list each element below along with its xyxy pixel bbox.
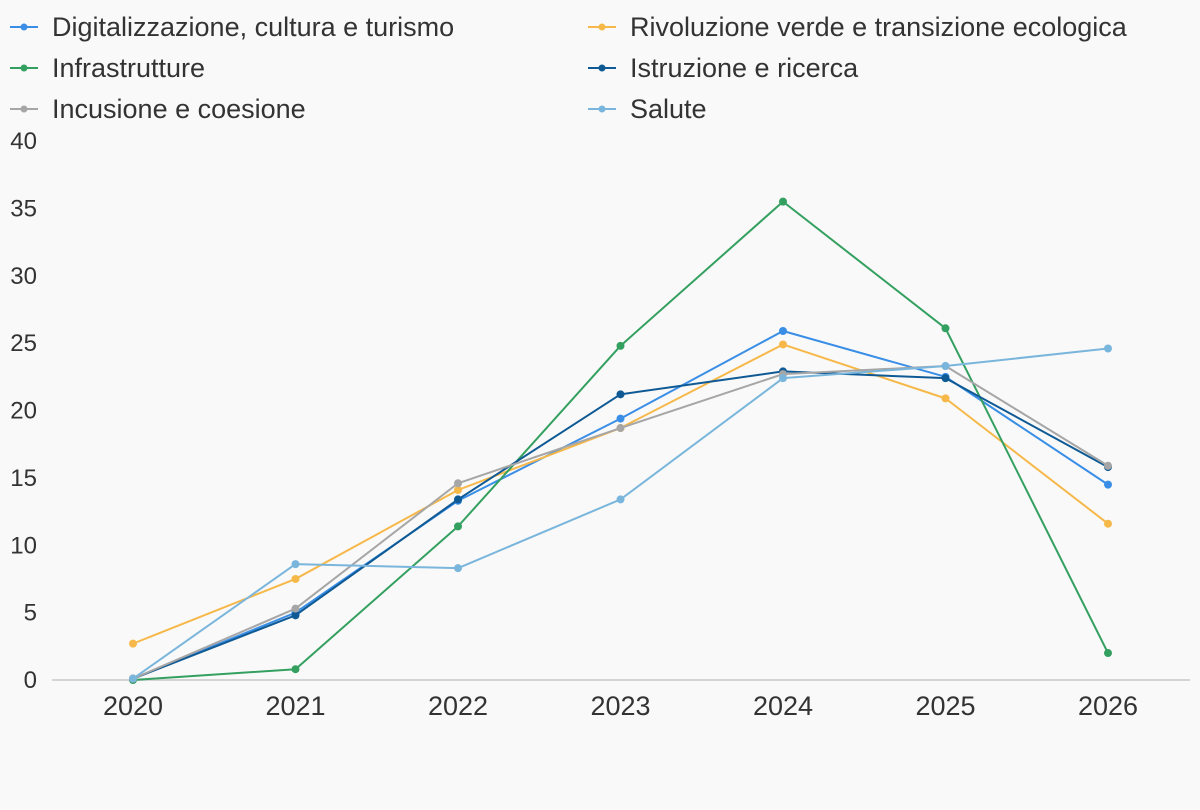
legend-label: Istruzione e ricerca — [630, 53, 859, 83]
x-tick-label: 2021 — [265, 691, 325, 721]
data-point[interactable] — [1104, 649, 1112, 658]
series-digitalizzazione-cultura-e-turismo — [129, 326, 1112, 683]
legend-marker — [20, 23, 28, 31]
data-point[interactable] — [779, 340, 787, 349]
series-infrastrutture — [129, 197, 1112, 684]
x-tick-label: 2025 — [915, 691, 975, 721]
y-tick-label: 40 — [10, 128, 37, 155]
data-point[interactable] — [291, 604, 300, 613]
data-point[interactable] — [291, 665, 300, 674]
legend-item-rivoluzione-verde-e-transizione-ecologica[interactable]: Rivoluzione verde e transizione ecologic… — [588, 12, 1128, 42]
legend: Digitalizzazione, cultura e turismo Rivol… — [10, 12, 1128, 124]
series-rivoluzione-verde-e-transizione-ecologica — [129, 340, 1112, 648]
legend-label: Rivoluzione verde e transizione ecologic… — [630, 12, 1128, 42]
data-point[interactable] — [941, 362, 950, 371]
data-point[interactable] — [941, 324, 950, 333]
data-point[interactable] — [129, 674, 137, 683]
legend-item-infrastrutture[interactable]: Infrastrutture — [10, 53, 205, 83]
y-tick-label: 0 — [24, 667, 37, 694]
legend-marker — [598, 105, 606, 113]
series-line — [132, 200, 1109, 681]
y-tick-label: 20 — [10, 398, 37, 425]
data-point[interactable] — [1104, 461, 1112, 470]
data-point[interactable] — [129, 639, 137, 648]
legend-item-incusione-e-coesione[interactable]: Incusione e coesione — [10, 94, 306, 124]
x-tick-label: 2022 — [428, 691, 488, 721]
y-tick-label: 30 — [10, 263, 37, 290]
data-point[interactable] — [1104, 344, 1112, 353]
data-point[interactable] — [454, 486, 462, 495]
legend-item-digitalizzazione-cultura-e-turismo[interactable]: Digitalizzazione, cultura e turismo — [10, 12, 454, 42]
data-point[interactable] — [941, 394, 950, 403]
data-point[interactable] — [779, 326, 787, 335]
data-point[interactable] — [291, 574, 300, 583]
legend-label: Incusione e coesione — [52, 94, 306, 124]
y-tick-label: 35 — [10, 195, 37, 222]
data-point[interactable] — [616, 414, 625, 423]
series-layer — [129, 197, 1112, 684]
legend-marker — [20, 64, 28, 72]
x-tick-label: 2020 — [103, 691, 163, 721]
data-point[interactable] — [454, 495, 462, 504]
legend-marker — [598, 64, 606, 72]
data-point[interactable] — [616, 341, 625, 350]
data-point[interactable] — [616, 495, 625, 504]
legend-marker — [598, 23, 606, 31]
x-tick-label: 2023 — [590, 691, 650, 721]
y-axis: 0 5 10 15 20 25 30 35 40 — [10, 128, 37, 694]
y-tick-label: 15 — [10, 465, 37, 492]
legend-label: Digitalizzazione, cultura e turismo — [52, 12, 454, 42]
series-line — [132, 343, 1109, 645]
x-tick-label: 2024 — [753, 691, 813, 721]
x-axis: 2020 2021 2022 2023 2024 2025 2026 — [52, 679, 1190, 721]
data-point[interactable] — [779, 374, 787, 383]
data-point[interactable] — [454, 564, 462, 573]
data-point[interactable] — [616, 424, 625, 433]
data-point[interactable] — [779, 197, 787, 206]
data-point[interactable] — [291, 560, 300, 569]
data-point[interactable] — [1104, 519, 1112, 528]
y-tick-label: 10 — [10, 532, 37, 559]
legend-item-salute[interactable]: Salute — [588, 94, 707, 124]
legend-marker — [20, 105, 28, 113]
x-tick-label: 2026 — [1078, 691, 1138, 721]
series-incusione-e-coesione — [129, 362, 1112, 683]
legend-item-istruzione-e-ricerca[interactable]: Istruzione e ricerca — [588, 53, 859, 83]
series-line — [132, 329, 1109, 680]
legend-label: Salute — [630, 94, 707, 124]
data-point[interactable] — [454, 522, 462, 531]
data-point[interactable] — [454, 479, 462, 488]
series-salute — [129, 344, 1112, 683]
series-line — [132, 365, 1109, 680]
data-point[interactable] — [291, 611, 300, 620]
data-point[interactable] — [1104, 480, 1112, 489]
data-point[interactable] — [616, 390, 625, 399]
legend-label: Infrastrutture — [52, 53, 205, 83]
y-tick-label: 25 — [10, 330, 37, 357]
y-tick-label: 5 — [24, 600, 37, 627]
data-point[interactable] — [941, 374, 950, 383]
